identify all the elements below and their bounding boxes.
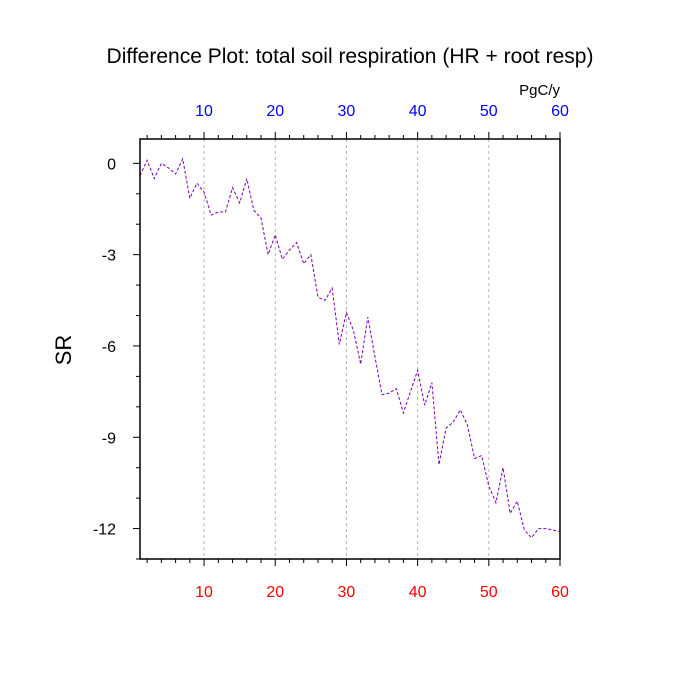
x-tick-label-top: 40 (409, 103, 427, 120)
series-group (139, 157, 561, 539)
x-tick-label-bottom: 60 (551, 584, 569, 601)
x-tick-label-top: 30 (338, 103, 356, 120)
x-tick-label-bottom: 20 (266, 584, 284, 601)
chart-title: Difference Plot: total soil respiration … (107, 45, 594, 68)
y-tick-label: -6 (102, 339, 116, 356)
x-tick-label-top: 50 (480, 103, 498, 120)
y-tick-label: -12 (93, 522, 116, 539)
y-tick-label: 0 (107, 156, 116, 173)
y-tick-label: -9 (102, 430, 116, 447)
x-tick-label-bottom: 10 (195, 584, 213, 601)
x-tick-label-bottom: 30 (338, 584, 356, 601)
grid-lines (203, 139, 490, 559)
x-tick-label-top: 60 (551, 103, 569, 120)
units-label: PgC/y (519, 82, 560, 99)
x-tick-label-top: 20 (266, 103, 284, 120)
series-line (139, 157, 561, 539)
x-tick-label-top: 10 (195, 103, 213, 120)
tick-labels: 10 10 20 20 30 30 40 40 50 50 60 60 0 -3 -6 -9 -12 (93, 103, 569, 601)
y-tick-label: -3 (102, 248, 116, 265)
x-tick-label-bottom: 50 (480, 584, 498, 601)
x-tick-label-bottom: 40 (409, 584, 427, 601)
y-axis-label: SR (51, 335, 76, 366)
plot-frame (139, 138, 561, 560)
